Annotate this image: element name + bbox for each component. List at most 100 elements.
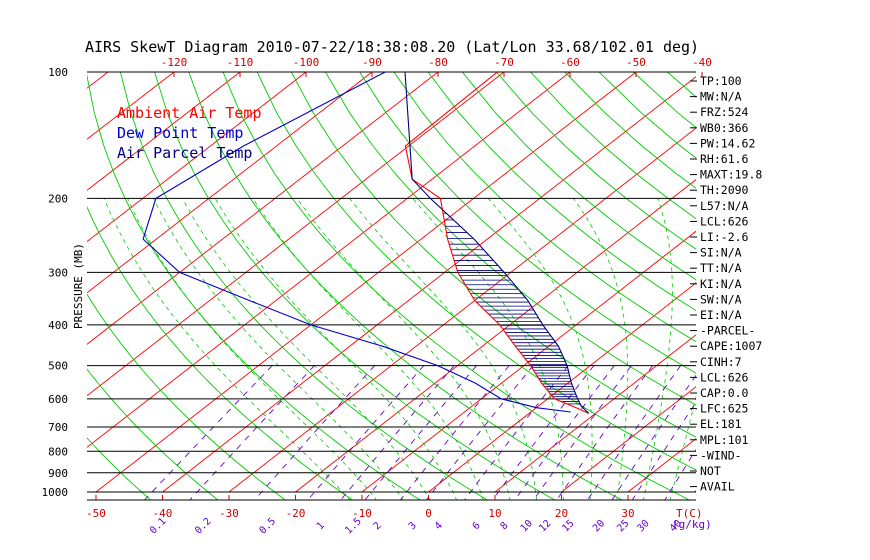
mixing-ratio-label: 15 <box>560 518 576 534</box>
mixing-ratio-line <box>399 365 510 500</box>
ambient-air-temp-line <box>404 72 590 414</box>
index-item: CINH:7 <box>700 355 742 369</box>
dry-adiabat-line <box>427 72 696 312</box>
moist-adiabat-line <box>412 198 564 500</box>
dry-adiabat-line <box>736 72 870 501</box>
moist-adiabat-line <box>643 198 673 500</box>
isotherm-line <box>627 438 696 493</box>
moist-adiabat-line <box>252 198 484 500</box>
pressure-tick-label: 400 <box>48 319 68 332</box>
index-item: WB0:366 <box>700 121 749 135</box>
index-item: MAXT:19.8 <box>700 168 762 182</box>
top-temp-tick-label: -60 <box>560 56 580 69</box>
mixing-ratio-label: 20 <box>591 518 607 534</box>
isotherm-line <box>361 230 696 493</box>
pressure-tick-label: 100 <box>48 66 68 79</box>
bottom-temp-tick-label: -10 <box>352 507 372 520</box>
mixing-ratio-label: 10 <box>519 518 535 534</box>
index-item: NOT <box>700 464 721 478</box>
mixing-ratio-label: 8 <box>499 520 511 532</box>
isobar-layer <box>87 71 696 501</box>
top-temp-tick-label: -100 <box>293 56 320 69</box>
moist-adiabat-line <box>573 198 629 500</box>
bottom-temp-tick-label: -40 <box>153 507 173 520</box>
top-temp-tick-label: -90 <box>362 56 382 69</box>
mixing-ratio-line <box>491 365 595 500</box>
bottom-temp-tick-label: -20 <box>286 507 306 520</box>
moist-adiabat-line <box>127 198 377 500</box>
index-item: CAP:0.0 <box>700 386 749 400</box>
isotherm-line <box>428 282 696 493</box>
mixing-ratio-label: 12 <box>537 518 553 534</box>
pressure-tick-label: 900 <box>48 467 68 480</box>
index-item: -WIND- <box>700 448 742 462</box>
index-item: TT:N/A <box>700 261 742 275</box>
air-parcel-temp-line <box>404 72 590 414</box>
dry-adiabat-line <box>87 73 421 500</box>
bottom-axis-label: T(C) <box>676 507 703 520</box>
dry-adiabat-line <box>393 72 696 343</box>
top-temp-tick-label: -40 <box>692 56 712 69</box>
index-item: MW:N/A <box>700 90 742 104</box>
index-item: RH:61.6 <box>700 152 749 166</box>
dry-adiabat-line <box>0 72 17 501</box>
isotherm-line <box>828 72 870 492</box>
dry-adiabat-line <box>119 72 489 500</box>
isotherm-line <box>87 72 439 345</box>
moist-adiabat-line <box>296 198 511 500</box>
legend-ambient-air-temp: Ambient Air Temp <box>117 104 262 122</box>
top-temp-tick-label: -120 <box>161 56 188 69</box>
chart-title: AIRS SkewT Diagram 2010-07-22/18:38:08.2… <box>85 38 699 56</box>
bottom-temp-tick-label: 20 <box>555 507 568 520</box>
index-item: CAPE:1007 <box>700 339 762 353</box>
dry-adiabat-line <box>256 72 696 471</box>
dry-adiabat-line <box>87 205 354 500</box>
mixing-ratio-label: 2 <box>372 520 384 532</box>
mixing-ratio-line <box>254 365 375 500</box>
mixing-ratio-line <box>532 365 632 500</box>
mixing-ratio-line <box>556 365 653 500</box>
legend: Ambient Air Temp Dew Point Temp Air Parc… <box>117 104 262 162</box>
index-item: EL:181 <box>700 417 742 431</box>
isotherm-line <box>162 76 696 493</box>
top-temp-tick-label: -80 <box>428 56 448 69</box>
dry-adiabat-line <box>359 72 696 374</box>
top-temp-tick-label: -70 <box>494 56 514 69</box>
mixing-ratio-label: 30 <box>635 518 651 534</box>
dry-adiabat-line <box>325 72 696 406</box>
bottom-temp-tick-label: 0 <box>425 507 432 520</box>
dry-adiabat-line <box>770 72 870 501</box>
dry-adiabat-line <box>87 437 152 500</box>
pressure-tick-label: 600 <box>48 393 68 406</box>
top-temp-tick-label: -50 <box>626 56 646 69</box>
mixing-ratio-line <box>587 365 681 500</box>
mixing-ratio-line <box>631 401 696 500</box>
isotherm-line <box>87 72 307 243</box>
dry-adiabat-line <box>667 72 696 98</box>
index-item: SI:N/A <box>700 246 742 260</box>
mixing-ratio-line <box>425 365 534 500</box>
mixing-ratio-line <box>143 365 273 500</box>
index-item: KI:N/A <box>700 277 742 291</box>
dry-adiabat-line <box>87 293 287 500</box>
pressure-tick-label: 300 <box>48 266 68 279</box>
isotherm-line <box>87 72 373 294</box>
bottom-temp-tick-label: -50 <box>86 507 106 520</box>
mixing-ratio-line <box>307 365 425 500</box>
isotherm-line <box>561 386 696 493</box>
moist-adiabat-line <box>182 198 431 500</box>
isotherm-line <box>87 72 571 448</box>
pressure-tick-label: 700 <box>48 421 68 434</box>
index-item: LFC:625 <box>700 402 748 416</box>
dew-point-temp-line <box>142 72 571 413</box>
isotherm-line <box>87 72 241 191</box>
mixing-ratio-label: 6 <box>471 520 483 532</box>
index-item: LCL:626 <box>700 370 749 384</box>
moist-adiabat-line <box>103 198 351 500</box>
index-item: -PARCEL- <box>700 324 755 338</box>
dry-adiabat-line <box>496 72 696 250</box>
bottom-temp-tick-label: 10 <box>488 507 501 520</box>
mixing-ratio-line <box>611 374 696 500</box>
